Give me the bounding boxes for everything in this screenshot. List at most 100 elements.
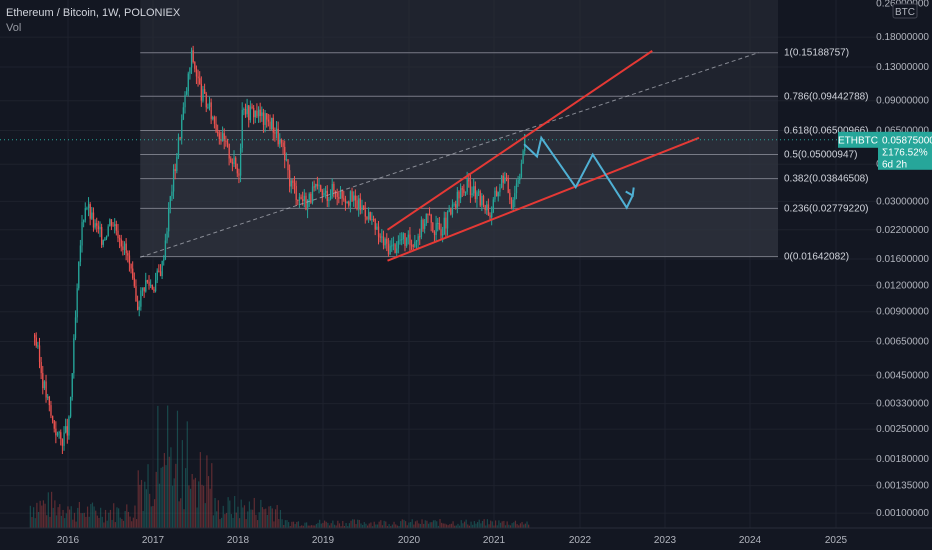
volume-bar bbox=[291, 521, 293, 528]
candle-body bbox=[92, 212, 95, 228]
volume-bar bbox=[261, 507, 264, 528]
time-tick-label: 2021 bbox=[483, 535, 506, 546]
volume-bar bbox=[470, 521, 472, 528]
candle-body bbox=[500, 175, 503, 188]
drawings[interactable] bbox=[0, 50, 878, 262]
volume-bar bbox=[108, 512, 110, 528]
volume-bar bbox=[462, 523, 464, 528]
volume-bar bbox=[342, 520, 344, 528]
candle-body bbox=[99, 227, 101, 230]
candle-body bbox=[115, 224, 118, 231]
candle-body bbox=[433, 231, 436, 236]
volume-bar bbox=[219, 519, 221, 528]
candle-body bbox=[269, 121, 271, 130]
candle-body bbox=[128, 255, 131, 264]
channel-upper-line[interactable] bbox=[386, 50, 653, 231]
volume-label: Vol bbox=[6, 22, 22, 34]
candle-body bbox=[377, 226, 380, 237]
candle-body bbox=[450, 209, 452, 215]
volume-bar bbox=[352, 519, 354, 528]
volume-bar bbox=[506, 521, 508, 528]
candle-body bbox=[127, 253, 129, 256]
volume-bar bbox=[111, 519, 113, 528]
candle-body bbox=[109, 219, 111, 227]
volume-bar bbox=[288, 522, 290, 528]
volume-bar bbox=[445, 524, 448, 528]
candle-body bbox=[466, 179, 468, 192]
candle-body bbox=[364, 209, 366, 217]
trend-line-dashed[interactable] bbox=[140, 52, 759, 258]
candle-body bbox=[226, 141, 229, 144]
volume-bar bbox=[54, 500, 56, 528]
volume-bar bbox=[330, 523, 332, 528]
volume-bars bbox=[29, 405, 530, 528]
candle-body bbox=[66, 426, 68, 436]
volume-bar bbox=[245, 519, 247, 528]
fib-level-label: 0.5(0.05000947) bbox=[784, 150, 857, 161]
candle-body bbox=[471, 193, 473, 196]
volume-bar bbox=[447, 525, 449, 528]
candle-body bbox=[43, 381, 46, 389]
volume-bar bbox=[319, 519, 321, 528]
currency-tag[interactable] bbox=[892, 3, 918, 19]
volume-bar bbox=[528, 524, 530, 528]
candle-body bbox=[303, 195, 306, 202]
volume-bar bbox=[297, 521, 300, 528]
volume-bar bbox=[51, 491, 53, 528]
candle-body bbox=[334, 190, 337, 193]
candle-body bbox=[387, 243, 390, 255]
volume-bar bbox=[198, 481, 200, 528]
volume-bar bbox=[294, 524, 296, 528]
projection-path[interactable] bbox=[523, 135, 634, 210]
volume-bar bbox=[509, 525, 512, 528]
volume-bar bbox=[193, 479, 195, 528]
volume-bar bbox=[70, 506, 72, 528]
price-axis[interactable]: 0.260000000.180000000.130000000.09000000… bbox=[876, 0, 932, 550]
candle-body bbox=[257, 109, 260, 117]
candle-body bbox=[382, 236, 385, 246]
volume-bar bbox=[82, 513, 84, 528]
volume-bar bbox=[60, 515, 63, 528]
candle-body bbox=[435, 223, 437, 236]
candle-body bbox=[73, 338, 75, 374]
volume-bar bbox=[100, 507, 102, 528]
volume-bar bbox=[75, 521, 77, 528]
candle-body bbox=[311, 186, 314, 203]
candle-body bbox=[37, 345, 39, 347]
candle-body bbox=[123, 243, 126, 251]
candle-body bbox=[343, 198, 345, 200]
candle-body bbox=[420, 219, 423, 237]
channel-lower-line[interactable] bbox=[387, 136, 700, 262]
candle-body bbox=[414, 241, 416, 247]
candle-body bbox=[344, 199, 347, 203]
candle-body bbox=[440, 229, 442, 236]
volume-bar bbox=[271, 508, 273, 528]
volume-bar bbox=[207, 476, 210, 528]
candle-body bbox=[76, 288, 78, 318]
symbol-title[interactable]: Ethereum / Bitcoin, 1W, POLONIEX bbox=[6, 7, 181, 19]
volume-bar bbox=[278, 519, 280, 528]
candle-body bbox=[248, 105, 250, 121]
volume-bar bbox=[77, 507, 79, 528]
volume-bar bbox=[350, 520, 352, 528]
candle-body bbox=[394, 244, 396, 253]
volume-bar bbox=[209, 488, 211, 528]
candle-body bbox=[293, 182, 296, 186]
volume-bar bbox=[345, 523, 347, 528]
candle-body bbox=[161, 260, 163, 277]
price-tick-label: 0.02200000 bbox=[876, 225, 929, 236]
volume-bar bbox=[421, 519, 423, 528]
time-tick-label: 2017 bbox=[142, 535, 165, 546]
volume-bar bbox=[274, 509, 277, 528]
candle-body bbox=[135, 286, 137, 302]
volume-bar bbox=[131, 521, 133, 528]
fib-level-label: 0.236(0.02779220) bbox=[784, 203, 869, 214]
time-axis[interactable]: 2016 2017 2018 2019 2020 2021 2022 2023 2024 2025 bbox=[0, 527, 932, 550]
candle-body bbox=[244, 108, 247, 115]
fib-retracement[interactable]: 1(0.15188757) 0.786(0.09442788) 0.618(0.06… bbox=[140, 0, 869, 263]
candle-body bbox=[292, 180, 294, 183]
volume-bar bbox=[224, 514, 226, 528]
volume-bar bbox=[340, 526, 342, 528]
candle-body bbox=[253, 107, 255, 118]
